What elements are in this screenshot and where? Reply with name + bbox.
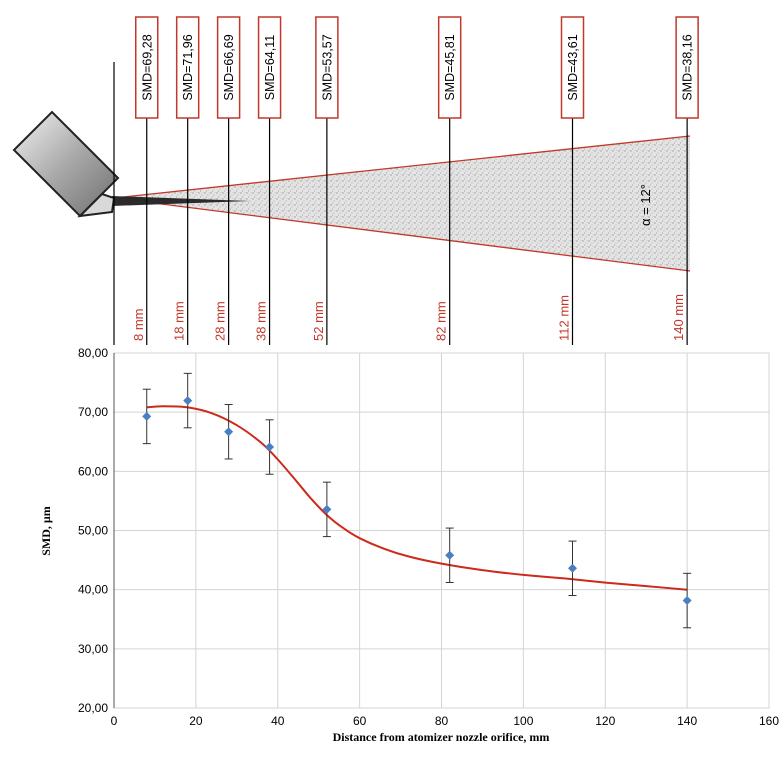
measurement-station: SMD=71,96 18 mm xyxy=(172,16,200,345)
smd-label: SMD=71,96 xyxy=(181,34,195,100)
x-tick-label: 120 xyxy=(595,714,615,728)
data-point xyxy=(322,481,332,538)
distance-label: 18 mm xyxy=(172,301,187,341)
smd-label-box xyxy=(175,16,200,119)
atomizer-nozzle xyxy=(12,110,120,218)
distance-label: 8 mm xyxy=(131,309,146,342)
smd-label: SMD=69,28 xyxy=(140,34,154,100)
y-tick-label: 20,00 xyxy=(78,701,108,715)
measurement-station: SMD=69,28 8 mm xyxy=(131,16,159,345)
data-point xyxy=(265,419,275,475)
data-point xyxy=(183,372,193,429)
nozzle-tip xyxy=(77,192,116,218)
smd-label-box xyxy=(257,16,282,119)
distance-label: 38 mm xyxy=(254,301,269,341)
point-marker xyxy=(265,442,275,452)
smd-label: SMD=38,16 xyxy=(681,34,695,100)
distance-label: 112 mm xyxy=(557,295,572,341)
x-tick-label: 140 xyxy=(677,714,697,728)
y-tick-label: 40,00 xyxy=(78,583,108,597)
x-tick-label: 100 xyxy=(513,714,533,728)
data-point xyxy=(568,540,577,597)
point-marker xyxy=(445,550,455,560)
data-point xyxy=(142,388,152,445)
measurement-station: SMD=38,16 140 mm xyxy=(671,16,699,345)
distance-label: 52 mm xyxy=(311,301,326,341)
nozzle-body xyxy=(12,110,120,218)
point-marker xyxy=(142,411,152,421)
smd-label: SMD=43,61 xyxy=(566,34,580,100)
data-points xyxy=(142,372,692,629)
y-tick-label: 80,00 xyxy=(78,346,108,360)
x-tick-label: 80 xyxy=(435,714,449,728)
distance-label: 82 mm xyxy=(434,301,449,341)
measurement-station: SMD=64,11 38 mm xyxy=(254,16,282,345)
smd-label-box xyxy=(437,16,462,119)
x-axis-title: Distance from atomizer nozzle orifice, m… xyxy=(333,730,550,744)
distance-label: 140 mm xyxy=(671,294,686,341)
point-marker xyxy=(322,504,332,514)
chart-ticks: 0 20 40 60 80 100 120 140 160 20,00 30,00 40,00 50,0… xyxy=(78,346,779,728)
x-tick-label: 60 xyxy=(353,714,367,728)
smd-label-box xyxy=(216,16,241,119)
point-marker xyxy=(224,427,234,437)
spray-angle-label: α = 12° xyxy=(638,184,653,226)
x-tick-label: 160 xyxy=(759,714,779,728)
measurement-station: SMD=53,57 52 mm xyxy=(311,16,339,345)
point-marker xyxy=(682,596,692,606)
smd-label-box xyxy=(675,16,699,119)
point-marker xyxy=(183,396,193,406)
chart-grid xyxy=(114,352,770,709)
y-tick-label: 70,00 xyxy=(78,405,108,419)
y-axis-title: SMD, µm xyxy=(39,506,53,556)
smd-chart: 0 20 40 60 80 100 120 140 160 20,00 30,00 40,00 50,0… xyxy=(39,346,779,744)
x-tick-label: 0 xyxy=(111,714,118,728)
y-tick-label: 60,00 xyxy=(78,464,108,478)
smd-label-box xyxy=(315,16,339,119)
fit-curve xyxy=(146,405,688,591)
measurement-station: SMD=45,81 82 mm xyxy=(434,16,462,345)
spray-cone xyxy=(114,136,690,271)
data-point xyxy=(682,572,692,629)
y-tick-label: 30,00 xyxy=(78,642,108,656)
smd-label: SMD=53,57 xyxy=(320,34,334,100)
y-tick-label: 50,00 xyxy=(78,524,108,538)
smd-label: SMD=45,81 xyxy=(443,34,457,100)
distance-label: 28 mm xyxy=(213,301,228,341)
x-tick-label: 20 xyxy=(189,714,203,728)
data-point xyxy=(224,404,234,460)
smd-label-box xyxy=(135,16,159,119)
data-point xyxy=(445,527,455,584)
spray-edge-upper xyxy=(113,135,691,199)
measurement-lines: SMD=69,28 8 mm SMD=71,96 18 mm SMD=66,69 28 m… xyxy=(131,16,699,345)
point-marker xyxy=(568,563,577,573)
x-tick-label: 40 xyxy=(271,714,285,728)
measurement-station: SMD=43,61 112 mm xyxy=(557,16,585,345)
smd-label: SMD=64,11 xyxy=(263,35,277,100)
smd-label: SMD=66,69 xyxy=(222,34,236,100)
measurement-station: SMD=66,69 28 mm xyxy=(213,16,241,345)
smd-label-box xyxy=(560,16,585,119)
spray-edge-lower xyxy=(113,197,691,272)
